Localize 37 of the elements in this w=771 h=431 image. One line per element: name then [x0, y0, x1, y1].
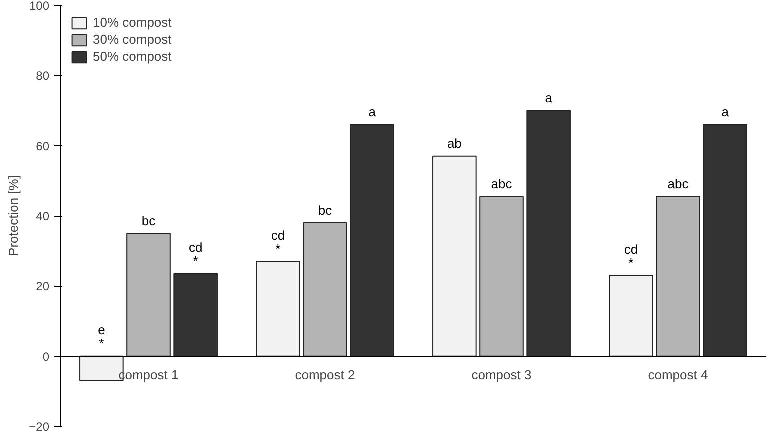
bar: [174, 273, 218, 357]
y-tick-label: 100: [29, 0, 50, 13]
bar: [656, 196, 700, 357]
y-tick-label: 0: [42, 350, 50, 364]
data-label: cd *: [271, 228, 286, 256]
bar: [256, 261, 300, 357]
data-label: abc: [491, 176, 513, 192]
data-label: a: [545, 90, 554, 106]
bar: [526, 110, 571, 357]
data-label: bc: [318, 202, 333, 218]
y-tick-label: 60: [36, 139, 50, 154]
y-tick-label: 20: [36, 280, 50, 294]
x-tick-label: compost 3: [472, 367, 532, 382]
bar: [350, 124, 394, 357]
y-tick-label: −20: [29, 420, 50, 431]
data-label: abc: [668, 176, 690, 192]
bar: [703, 124, 748, 357]
bar: [126, 233, 171, 357]
bar: [480, 196, 524, 357]
x-tick-label: compost 2: [295, 367, 356, 382]
bar: [609, 275, 654, 357]
x-tick-label: compost 4: [648, 367, 708, 382]
data-label: e *: [98, 322, 106, 352]
legend-label: 30% compost: [93, 32, 172, 47]
y-tick-label: 80: [36, 69, 50, 84]
legend-label: 50% compost: [93, 49, 172, 64]
data-label: cd *: [624, 242, 638, 270]
bar: [303, 222, 348, 357]
y-axis-title: Protection [%]: [6, 176, 22, 256]
data-label: a: [722, 104, 730, 120]
bar: [432, 156, 477, 357]
data-label: cd *: [188, 240, 203, 269]
y-tick-label: 40: [36, 210, 50, 224]
legend-label: 10% compost: [93, 15, 172, 30]
data-label: ab: [447, 136, 462, 152]
data-label: bc: [142, 213, 156, 228]
data-label: a: [368, 104, 377, 120]
